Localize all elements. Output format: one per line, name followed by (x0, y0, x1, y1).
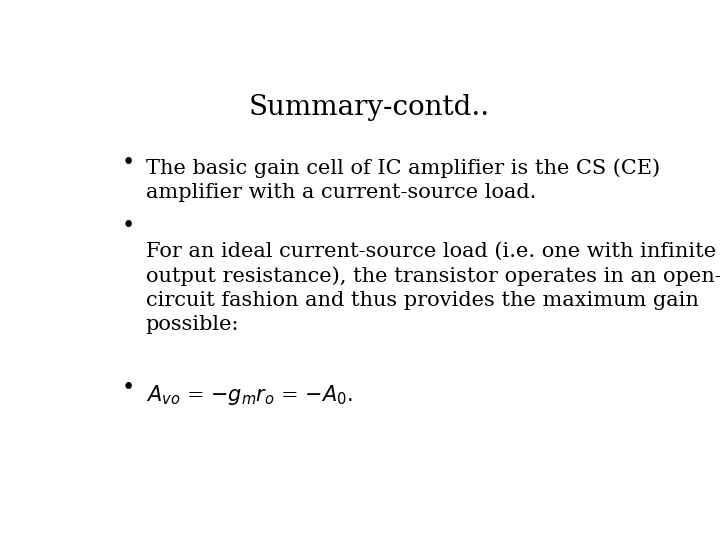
Text: •: • (121, 377, 135, 399)
Text: •: • (121, 152, 135, 174)
Text: For an ideal current-source load (i.e. one with infinite
output resistance), the: For an ideal current-source load (i.e. o… (145, 241, 720, 334)
Text: $\mathit{A}_{vo}$ = $-g_m r_o$ = $-A_0.$: $\mathit{A}_{vo}$ = $-g_m r_o$ = $-A_0.$ (145, 383, 353, 407)
Text: Summary-contd..: Summary-contd.. (248, 94, 490, 121)
Text: The basic gain cell of IC amplifier is the CS (CE)
amplifier with a current-sour: The basic gain cell of IC amplifier is t… (145, 158, 660, 202)
Text: •: • (121, 215, 135, 237)
